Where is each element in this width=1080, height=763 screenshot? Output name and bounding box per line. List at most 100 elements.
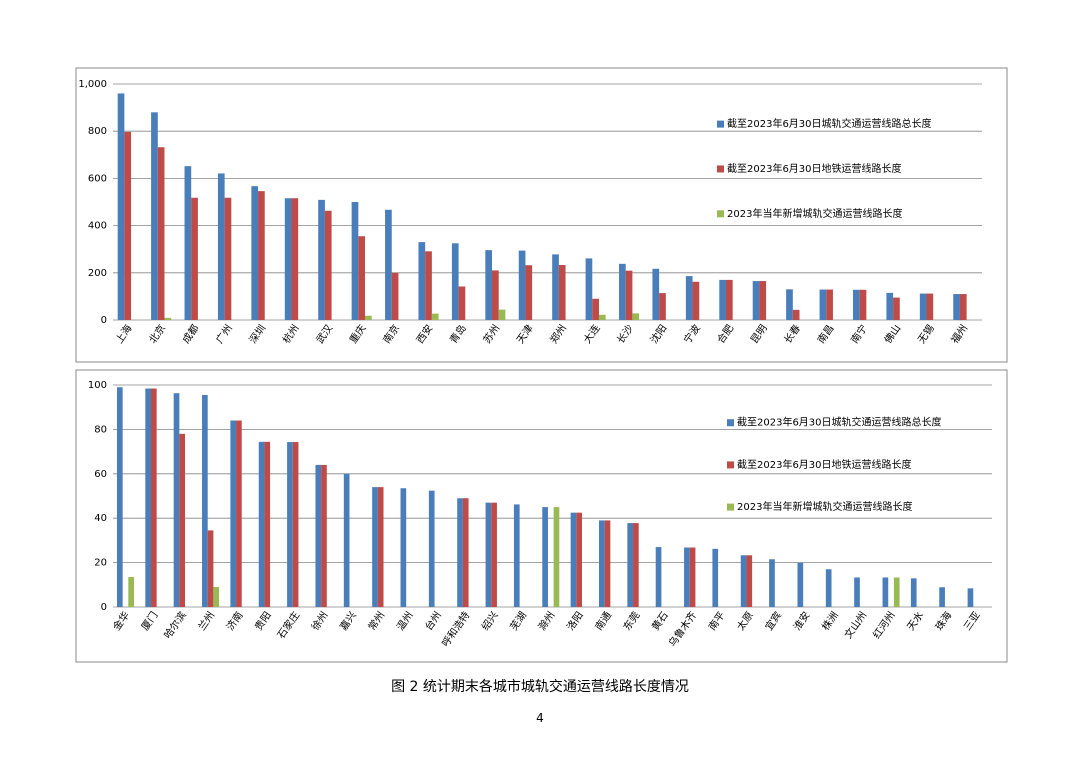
bar bbox=[391, 272, 399, 320]
bar bbox=[604, 520, 611, 607]
bar bbox=[627, 523, 634, 607]
bar bbox=[428, 490, 435, 607]
bar bbox=[553, 507, 560, 607]
bar bbox=[632, 313, 640, 320]
bar bbox=[207, 530, 214, 607]
bar bbox=[893, 297, 900, 320]
y-tick-label: 600 bbox=[88, 173, 107, 184]
bar bbox=[451, 243, 459, 320]
bar bbox=[518, 250, 526, 320]
bar bbox=[230, 420, 237, 607]
y-tick-label: 100 bbox=[88, 380, 107, 391]
bar bbox=[558, 265, 566, 320]
bar bbox=[251, 186, 259, 320]
legend-swatch bbox=[717, 120, 724, 128]
bar bbox=[498, 309, 506, 320]
bar bbox=[157, 147, 165, 320]
bar bbox=[224, 197, 232, 320]
bar bbox=[191, 197, 198, 320]
y-tick-label: 60 bbox=[94, 469, 107, 480]
legend-label: 截至2023年6月30日地铁运营线路长度 bbox=[737, 458, 912, 471]
bar bbox=[692, 281, 700, 320]
legend-label: 截至2023年6月30日城轨交通运营线路总长度 bbox=[727, 117, 932, 130]
bar bbox=[202, 394, 208, 607]
bar bbox=[457, 498, 463, 607]
bar bbox=[485, 250, 493, 320]
bar bbox=[882, 577, 889, 607]
bar bbox=[116, 387, 123, 607]
bar bbox=[491, 502, 497, 607]
bar bbox=[184, 166, 192, 320]
bar bbox=[513, 504, 520, 607]
bar bbox=[825, 569, 832, 607]
bar bbox=[659, 293, 666, 320]
bar bbox=[939, 587, 945, 607]
bar bbox=[826, 289, 833, 320]
bar bbox=[576, 512, 582, 607]
bar bbox=[492, 270, 499, 320]
bar bbox=[570, 512, 577, 607]
bar bbox=[179, 433, 186, 607]
legend-swatch bbox=[717, 165, 724, 173]
bar bbox=[258, 441, 265, 607]
bar bbox=[769, 559, 775, 607]
bar bbox=[552, 254, 559, 320]
bar bbox=[599, 520, 605, 607]
bar bbox=[819, 289, 827, 320]
bar bbox=[598, 314, 606, 320]
bar bbox=[959, 294, 967, 320]
legend-swatch bbox=[717, 210, 724, 218]
bar bbox=[886, 292, 894, 320]
legend-swatch bbox=[727, 461, 734, 469]
bar bbox=[633, 523, 639, 607]
bar bbox=[893, 577, 900, 607]
bar bbox=[792, 309, 800, 320]
bar bbox=[625, 270, 633, 320]
legend-label: 2023年当年新增城轨交通运营线路长度 bbox=[737, 500, 912, 513]
bar bbox=[712, 548, 719, 607]
bar bbox=[418, 242, 426, 320]
bar bbox=[236, 420, 242, 607]
y-tick-label: 200 bbox=[88, 268, 107, 279]
y-tick-label: 20 bbox=[94, 558, 107, 569]
bar bbox=[854, 577, 860, 607]
legend-label: 截至2023年6月30日地铁运营线路长度 bbox=[727, 162, 902, 175]
bar bbox=[542, 507, 548, 607]
legend-label: 2023年当年新增城轨交通运营线路长度 bbox=[727, 207, 902, 220]
bar bbox=[145, 388, 151, 607]
y-tick-label: 0 bbox=[101, 315, 107, 326]
bar bbox=[358, 236, 366, 320]
bar bbox=[291, 198, 299, 320]
bar bbox=[458, 286, 466, 320]
bar bbox=[372, 487, 378, 607]
bar bbox=[719, 279, 726, 320]
bar bbox=[485, 502, 492, 607]
bar bbox=[318, 199, 325, 320]
bar bbox=[315, 464, 322, 607]
bar bbox=[685, 276, 693, 320]
bar bbox=[117, 93, 125, 320]
bar bbox=[689, 547, 696, 607]
bar bbox=[351, 202, 359, 320]
bar bbox=[150, 388, 157, 607]
bar bbox=[740, 555, 747, 607]
bar bbox=[425, 251, 432, 320]
bar bbox=[746, 555, 753, 607]
bar bbox=[377, 487, 384, 607]
bar bbox=[264, 441, 271, 607]
bar bbox=[164, 317, 172, 320]
bar bbox=[343, 473, 350, 607]
bar bbox=[124, 131, 132, 320]
bar bbox=[525, 265, 533, 320]
bar bbox=[655, 547, 662, 607]
bar bbox=[213, 587, 220, 607]
bar bbox=[953, 294, 960, 320]
bar bbox=[759, 281, 767, 320]
bar bbox=[797, 562, 804, 607]
legend-swatch bbox=[727, 503, 734, 511]
bar bbox=[217, 173, 225, 320]
bar bbox=[684, 547, 690, 607]
bar bbox=[859, 289, 867, 320]
bar bbox=[321, 464, 327, 607]
